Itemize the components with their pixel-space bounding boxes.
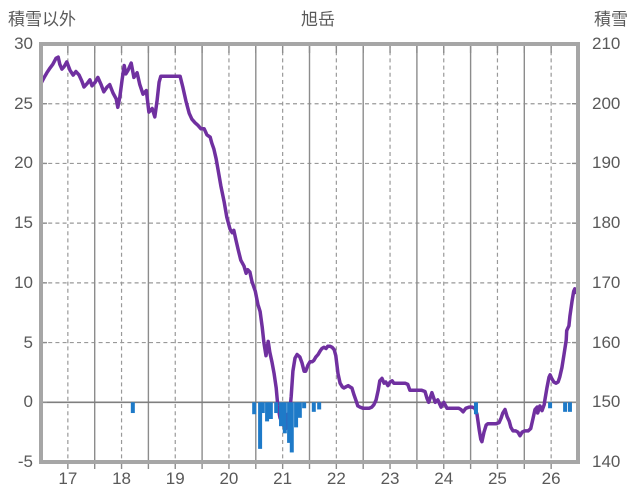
line-series-path — [39, 55, 578, 444]
chart-title: 旭岳 — [301, 10, 335, 29]
bar — [287, 402, 292, 443]
bar — [294, 402, 299, 428]
bar — [311, 402, 316, 412]
bar — [317, 402, 322, 410]
bar — [252, 402, 257, 415]
bar — [563, 402, 568, 412]
left-axis-tick-label: 30 — [14, 34, 33, 53]
x-axis-tick-label: 20 — [219, 469, 239, 488]
bar — [258, 402, 263, 449]
x-axis-tick-label: 21 — [273, 469, 293, 488]
x-axis-tick-label: 26 — [541, 469, 561, 488]
bar — [289, 402, 294, 453]
right-axis-tick-label: 150 — [592, 392, 621, 412]
right-axis-tick-label: 160 — [592, 332, 621, 352]
left-axis-title: 積雪以外 — [8, 10, 76, 29]
bar — [274, 402, 279, 414]
right-axis-tick-label: 170 — [592, 272, 621, 292]
x-axis-tick-label: 25 — [487, 469, 507, 488]
bar — [279, 402, 284, 427]
bar — [473, 402, 478, 415]
x-axis-tick-label: 19 — [165, 469, 185, 488]
x-axis-tick-label: 18 — [112, 469, 131, 488]
x-axis-tick-label: 17 — [58, 469, 78, 488]
right-axis-tick-label: 210 — [592, 34, 621, 53]
left-axis-tick-label: 5 — [23, 332, 33, 352]
bar — [548, 402, 553, 409]
bar — [302, 402, 307, 409]
x-axis-tick-label: 22 — [326, 469, 346, 488]
bar — [567, 402, 572, 412]
right-axis-title: 積雪 — [594, 10, 628, 29]
left-axis-tick-label: 15 — [14, 213, 33, 233]
left-axis-tick-label: 20 — [14, 153, 33, 173]
bar — [265, 402, 270, 422]
left-axis-tick-label: 0 — [23, 392, 33, 412]
right-axis-tick-label: 140 — [592, 452, 621, 471]
right-axis-tick-label: 190 — [592, 153, 621, 173]
left-axis-tick-label: 25 — [14, 93, 33, 113]
bar — [297, 402, 302, 418]
x-axis-tick-label: 23 — [380, 469, 400, 488]
left-axis-tick-label: -5 — [17, 452, 33, 471]
bar — [282, 402, 287, 434]
left-axis-tick-label: 10 — [14, 272, 33, 292]
bar — [130, 402, 135, 414]
x-axis-tick-label: 24 — [434, 469, 454, 488]
right-axis-tick-label: 200 — [592, 93, 621, 113]
bar-series — [130, 402, 572, 453]
plot-border — [39, 42, 580, 464]
bar — [260, 402, 265, 414]
right-axis-tick-label: 180 — [592, 213, 621, 233]
bar — [268, 402, 273, 420]
